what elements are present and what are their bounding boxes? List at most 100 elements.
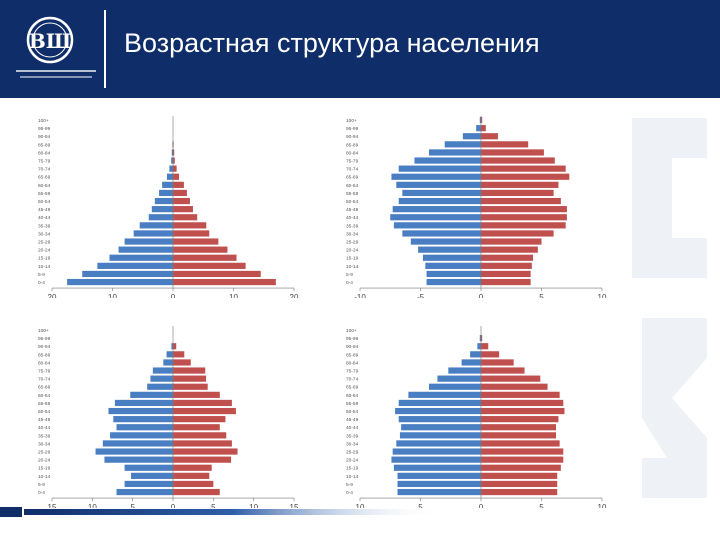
male-bar: [428, 149, 481, 156]
female-bar: [481, 230, 554, 237]
male-bar: [97, 262, 173, 269]
watermark-logo-icon: [632, 118, 707, 498]
x-tick-label: 15: [290, 503, 299, 508]
female-bar: [173, 254, 237, 261]
age-tick-label: 100+: [346, 118, 357, 124]
male-bar: [477, 343, 481, 350]
age-tick-label: 25-29: [38, 450, 51, 456]
x-tick-label: 10: [88, 503, 97, 508]
male-bar: [130, 391, 173, 398]
female-bar: [481, 375, 541, 382]
age-tick-label: 60-64: [346, 393, 359, 399]
male-bar: [82, 270, 173, 278]
age-tick-label: 0-4: [38, 490, 45, 496]
age-tick-label: 55-59: [38, 191, 51, 197]
age-tick-label: 55-59: [346, 191, 359, 197]
x-tick-label: 10: [108, 293, 117, 298]
age-tick-label: 100+: [38, 328, 49, 334]
age-tick-label: 30-34: [38, 231, 51, 237]
age-tick-label: 70-74: [346, 377, 359, 383]
age-tick-label: 0-4: [346, 280, 353, 286]
age-tick-label: 15-19: [346, 466, 359, 472]
female-bar: [173, 141, 174, 148]
age-tick-label: 40-44: [346, 215, 359, 221]
female-bar: [173, 222, 207, 229]
pyramid-4-svg: 0-4 5-9 10-14 15-19 20-24 25-29 30-34 35-39 40-4…: [346, 326, 607, 508]
age-tick-label: 100+: [346, 328, 357, 334]
age-tick-label: 35-39: [346, 223, 359, 229]
age-tick-label: 75-79: [346, 369, 359, 375]
female-bar: [173, 383, 208, 390]
male-bar: [124, 464, 173, 471]
age-tick-label: 90-94: [38, 344, 51, 350]
female-bar: [481, 359, 514, 366]
male-bar: [391, 456, 481, 463]
male-bar: [399, 432, 481, 439]
age-tick-label: 35-39: [346, 433, 359, 439]
age-tick-label: 70-74: [38, 377, 51, 383]
age-tick-label: 55-59: [38, 401, 51, 407]
female-bar: [173, 351, 185, 358]
x-tick-label: 10: [598, 293, 607, 298]
female-bar: [481, 246, 538, 253]
age-tick-label: 85-89: [38, 142, 51, 148]
female-bar: [173, 173, 180, 180]
female-bar: [481, 206, 567, 213]
age-tick-label: 80-84: [38, 150, 51, 156]
age-tick-label: 75-79: [38, 159, 51, 165]
female-bar: [481, 480, 558, 488]
male-bar: [169, 165, 173, 172]
male-bar: [414, 157, 481, 164]
female-bar: [173, 464, 212, 471]
female-bar: [173, 206, 193, 213]
x-tick-label: 0: [171, 293, 176, 298]
age-tick-label: 65-69: [38, 175, 51, 181]
age-tick-label: 0-4: [346, 490, 353, 496]
male-bar: [150, 375, 173, 382]
female-bar: [173, 472, 210, 479]
male-bar: [109, 254, 173, 261]
female-bar: [481, 270, 531, 278]
male-bar: [393, 222, 481, 229]
female-bar: [481, 343, 489, 350]
age-tick-label: 80-84: [346, 150, 359, 156]
male-bar: [462, 133, 481, 140]
female-bar: [173, 375, 207, 382]
male-bar: [426, 278, 481, 286]
male-bar: [116, 488, 173, 496]
female-bar: [481, 464, 561, 471]
female-bar: [481, 335, 483, 342]
female-bar: [173, 480, 214, 488]
female-bar: [173, 270, 261, 278]
male-bar: [418, 246, 481, 253]
female-bar: [481, 116, 483, 124]
male-bar: [139, 222, 173, 229]
male-bar: [476, 125, 481, 132]
female-bar: [481, 278, 531, 286]
male-bar: [166, 173, 173, 180]
x-tick-label: 10: [356, 503, 365, 508]
age-tick-label: 40-44: [38, 215, 51, 221]
male-bar: [110, 432, 173, 439]
male-bar: [426, 270, 481, 278]
age-tick-label: 10-14: [346, 264, 359, 270]
age-tick-label: 15-19: [38, 256, 51, 262]
age-tick-label: 30-34: [346, 441, 359, 447]
male-bar: [397, 472, 481, 479]
female-bar: [481, 488, 558, 496]
female-bar: [481, 125, 486, 132]
male-bar: [159, 189, 173, 197]
male-bar: [171, 343, 173, 350]
male-bar: [151, 206, 173, 213]
male-bar: [479, 335, 481, 342]
male-bar: [392, 206, 481, 213]
age-tick-label: 50-54: [38, 199, 51, 205]
female-bar: [481, 173, 570, 180]
male-bar: [461, 359, 481, 366]
age-tick-label: 60-64: [38, 183, 51, 189]
female-bar: [173, 343, 177, 350]
female-bar: [173, 416, 226, 423]
male-bar: [172, 141, 173, 148]
population-pyramid-3: 0-4 5-9 10-14 15-19 20-24 25-29 30-34 35-39 40-4…: [32, 322, 304, 508]
age-tick-label: 50-54: [346, 409, 359, 415]
